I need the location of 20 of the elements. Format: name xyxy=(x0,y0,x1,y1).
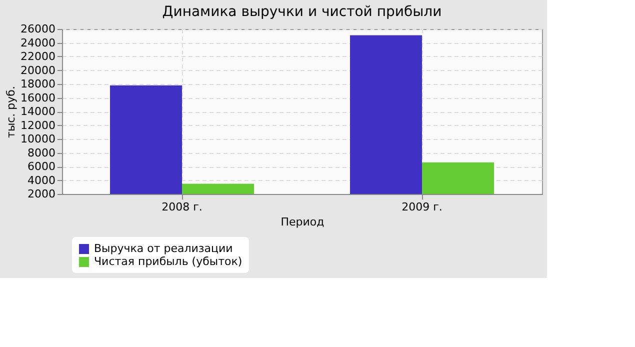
y-tick-label: 16000 xyxy=(20,91,56,104)
x-tick-label: 2008 г. xyxy=(162,200,202,214)
y-tick-label: 12000 xyxy=(20,118,56,132)
y-tick-label: 4000 xyxy=(28,174,56,187)
legend-label: Чистая прибыль (убыток) xyxy=(94,255,242,268)
y-tick-label: 8000 xyxy=(28,146,56,160)
y-tick-label: 20000 xyxy=(20,64,56,77)
y-tick-label: 18000 xyxy=(20,78,56,90)
chart-title: Динамика выручки и чистой прибыли xyxy=(162,4,442,20)
x-tick-label: 2009 г. xyxy=(402,200,442,214)
y-tick-label: 10000 xyxy=(20,132,56,146)
y-tick-label: 22000 xyxy=(20,50,56,63)
x-axis-title: Период xyxy=(280,216,325,228)
legend-label: Выручка от реализации xyxy=(94,242,233,255)
y-tick-label: 14000 xyxy=(20,105,56,118)
y-axis-title: тыс. руб. xyxy=(4,86,18,138)
y-tick-label: 2000 xyxy=(28,188,56,200)
y-tick-label: 24000 xyxy=(20,36,56,50)
y-tick-label: 26000 xyxy=(20,22,56,36)
y-tick-label: 6000 xyxy=(28,160,56,173)
